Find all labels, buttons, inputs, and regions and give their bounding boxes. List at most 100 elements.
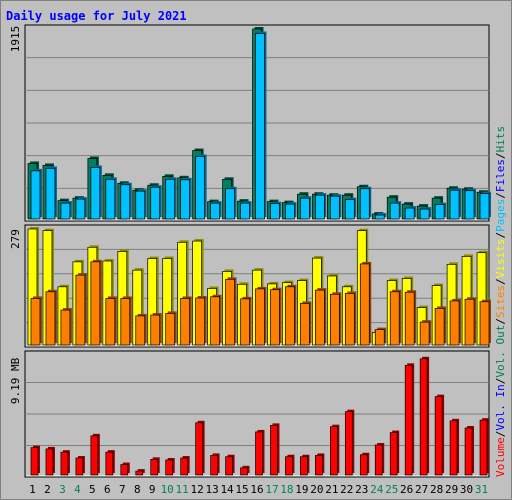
bar-hits-files-files-25 xyxy=(389,202,400,220)
x-tick-label-1: 1 xyxy=(29,483,36,496)
x-tick-label-13: 13 xyxy=(205,483,218,496)
x-tick-label-23: 23 xyxy=(355,483,368,496)
bar-pages-visits-visits-29 xyxy=(449,300,460,346)
legend-item-pages: Pages xyxy=(494,199,507,232)
bar-volume-volume-24 xyxy=(374,444,383,476)
x-tick-label-19: 19 xyxy=(295,483,308,496)
bar-hits-files-files-21 xyxy=(330,195,340,220)
x-tick-label-2: 2 xyxy=(44,483,51,496)
legend-item-volume: Volume xyxy=(494,437,507,477)
x-tick-label-6: 6 xyxy=(104,483,111,496)
bar-hits-files-files-18 xyxy=(285,203,295,220)
bar-volume-volume-13 xyxy=(210,455,218,476)
bar-volume-volume-27 xyxy=(419,358,428,476)
legend-item-hits: Hits xyxy=(494,126,507,153)
bar-hits-files-files-20 xyxy=(315,194,325,220)
bar-hits-files-files-15 xyxy=(240,202,250,220)
bar-pages-visits-visits-26 xyxy=(404,291,415,346)
bar-pages-visits-visits-20 xyxy=(315,289,325,346)
x-tick-label-31: 31 xyxy=(475,483,488,496)
legend-separator: / xyxy=(494,431,507,438)
x-tick-label-10: 10 xyxy=(161,483,174,496)
chart-title: Daily usage for July 2021 xyxy=(6,9,187,23)
bar-hits-files-files-1 xyxy=(30,170,41,220)
bar-pages-visits-visits-15 xyxy=(240,298,250,346)
bar-pages-visits-visits-27 xyxy=(419,321,430,346)
bar-hits-files-files-22 xyxy=(344,199,355,220)
bar-hits-files-files-5 xyxy=(90,167,101,220)
bar-volume-volume-9 xyxy=(150,458,159,476)
bar-hits-files-files-23 xyxy=(359,188,370,220)
bar-pages-visits-visits-10 xyxy=(165,313,176,346)
x-tick-label-3: 3 xyxy=(59,483,66,496)
bar-hits-files-files-6 xyxy=(105,178,116,220)
x-tick-label-21: 21 xyxy=(325,483,338,496)
bar-pages-visits-visits-30 xyxy=(464,298,475,346)
x-tick-label-28: 28 xyxy=(430,483,443,496)
bar-hits-files-files-16 xyxy=(255,33,265,220)
legend-item-sites: Sites xyxy=(494,285,507,318)
x-tick-label-9: 9 xyxy=(149,483,156,496)
bar-volume-volume-25 xyxy=(389,432,398,476)
legend-separator: / xyxy=(494,152,507,159)
bar-pages-visits-visits-17 xyxy=(270,289,280,346)
bar-pages-visits-visits-13 xyxy=(210,296,220,346)
legend-separator: / xyxy=(494,232,507,239)
bar-pages-visits-visits-11 xyxy=(180,298,190,346)
bar-pages-visits-visits-22 xyxy=(344,293,355,346)
x-tick-label-29: 29 xyxy=(445,483,458,496)
legend-item-files: Files xyxy=(494,159,507,192)
bar-pages-visits-visits-23 xyxy=(359,263,370,346)
bar-volume-volume-10 xyxy=(165,459,174,476)
legend-separator: / xyxy=(494,192,507,199)
ytick-label-volume: 9.19 MB xyxy=(9,357,22,404)
bar-volume-volume-14 xyxy=(225,456,233,476)
bar-hits-files-files-9 xyxy=(150,186,161,220)
bar-volume-volume-3 xyxy=(60,451,69,476)
legend-separator: / xyxy=(494,318,507,325)
bar-hits-files-files-2 xyxy=(45,168,56,220)
bar-hits-files-files-14 xyxy=(225,188,235,220)
bar-pages-visits-visits-8 xyxy=(135,315,146,346)
bar-volume-volume-17 xyxy=(270,425,278,476)
legend: Volume/Vol. In/Vol. Out/Sites/Visits/Pag… xyxy=(494,126,507,477)
x-tick-label-15: 15 xyxy=(235,483,248,496)
bar-pages-visits-visits-16 xyxy=(255,288,265,346)
x-tick-label-25: 25 xyxy=(385,483,398,496)
bar-volume-volume-8 xyxy=(135,470,144,476)
bar-pages-visits-visits-25 xyxy=(389,291,400,346)
bar-volume-volume-5 xyxy=(90,435,99,476)
bar-hits-files-files-10 xyxy=(165,178,176,220)
bar-hits-files-files-4 xyxy=(75,198,86,220)
bar-hits-files-files-27 xyxy=(419,208,430,220)
bar-hits-files-files-30 xyxy=(464,190,475,220)
bar-hits-files-files-29 xyxy=(449,189,460,220)
bar-hits-files-files-26 xyxy=(404,207,415,220)
bar-pages-visits-visits-24 xyxy=(374,329,385,346)
bar-volume-volume-23 xyxy=(359,454,368,476)
x-tick-label-11: 11 xyxy=(176,483,189,496)
bar-volume-volume-2 xyxy=(45,448,54,476)
x-tick-label-18: 18 xyxy=(280,483,293,496)
x-tick-label-12: 12 xyxy=(191,483,204,496)
ytick-label-pages-visits: 279 xyxy=(9,229,22,249)
bar-hits-files-files-12 xyxy=(195,156,205,220)
bar-pages-visits-visits-28 xyxy=(434,308,445,346)
bar-volume-volume-15 xyxy=(240,467,248,476)
bar-pages-visits-visits-4 xyxy=(75,274,86,346)
bar-volume-volume-18 xyxy=(285,456,293,476)
bar-pages-visits-visits-1 xyxy=(30,298,41,346)
bar-pages-visits-visits-18 xyxy=(285,286,295,346)
x-tick-label-17: 17 xyxy=(265,483,278,496)
legend-separator: / xyxy=(494,278,507,285)
bar-pages-visits-visits-2 xyxy=(45,291,56,346)
ytick-label-hits-files: 1915 xyxy=(9,26,22,53)
x-tick-label-20: 20 xyxy=(310,483,323,496)
x-tick-label-5: 5 xyxy=(89,483,96,496)
bar-volume-volume-19 xyxy=(300,456,308,476)
bar-hits-files-files-8 xyxy=(135,190,146,220)
bar-volume-volume-29 xyxy=(449,420,458,476)
x-tick-label-26: 26 xyxy=(400,483,413,496)
bar-volume-volume-22 xyxy=(344,411,353,476)
